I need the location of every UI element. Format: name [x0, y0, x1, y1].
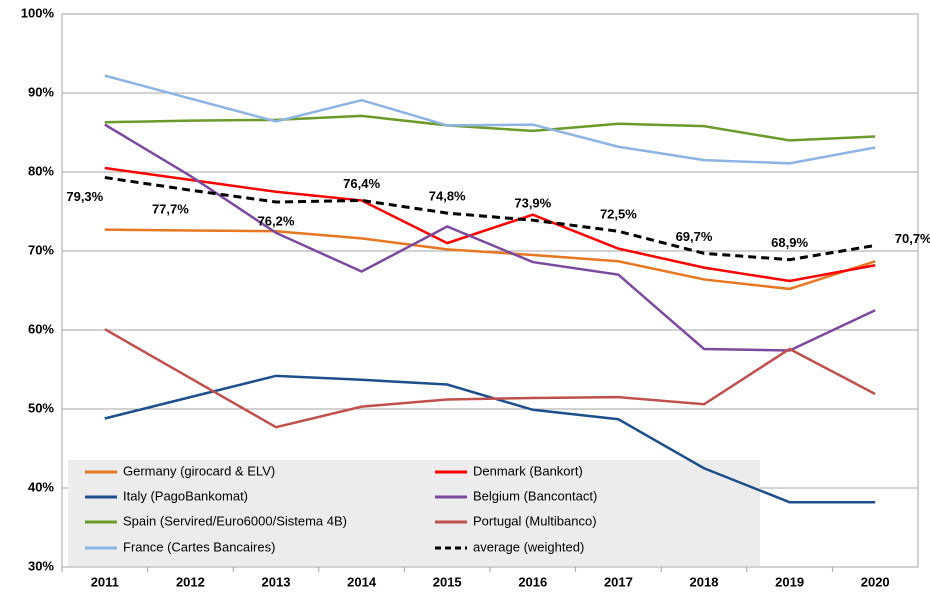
y-tick-label: 60% — [28, 321, 54, 336]
legend-label: Spain (Servired/Euro6000/Sistema 4B) — [123, 513, 347, 528]
series-line — [104, 123, 876, 352]
data-label: 69,7% — [676, 229, 713, 244]
series-line — [104, 74, 876, 165]
series-line — [104, 328, 876, 429]
legend-label: average (weighted) — [473, 539, 584, 554]
x-tick-label: 2015 — [433, 574, 462, 589]
legend-label: Italy (PagoBankomat) — [123, 488, 248, 503]
series-line — [104, 228, 876, 291]
data-label: 73,9% — [514, 196, 551, 211]
y-tick-label: 30% — [28, 558, 54, 573]
data-label: 76,2% — [258, 213, 295, 228]
series-line — [104, 114, 876, 142]
legend-box — [68, 460, 760, 566]
data-label: 70,7% — [895, 231, 930, 246]
series-line — [104, 166, 876, 283]
legend-label: Germany (girocard & ELV) — [123, 463, 275, 478]
y-tick-label: 50% — [28, 400, 54, 415]
data-label: 76,4% — [343, 176, 380, 191]
data-label: 74,8% — [429, 189, 466, 204]
data-label: 77,7% — [152, 202, 189, 217]
x-tick-label: 2013 — [262, 574, 291, 589]
data-label: 72,5% — [600, 207, 637, 222]
legend-label: Belgium (Bancontact) — [473, 488, 597, 503]
x-tick-label: 2017 — [604, 574, 633, 589]
legend-label: Denmark (Bankort) — [473, 463, 583, 478]
x-tick-label: 2011 — [91, 574, 119, 589]
x-tick-label: 2020 — [861, 574, 890, 589]
y-tick-label: 70% — [28, 242, 54, 257]
y-tick-label: 90% — [28, 84, 54, 99]
legend-label: Portugal (Multibanco) — [473, 513, 597, 528]
x-tick-label: 2014 — [347, 574, 377, 589]
series-line — [104, 176, 876, 262]
y-tick-label: 100% — [21, 5, 55, 20]
series-line — [104, 374, 876, 504]
y-tick-label: 40% — [28, 479, 54, 494]
y-tick-label: 80% — [28, 163, 54, 178]
data-label: 68,9% — [771, 235, 808, 250]
x-tick-label: 2012 — [176, 574, 205, 589]
x-tick-label: 2019 — [775, 574, 804, 589]
data-label: 79,3% — [66, 189, 103, 204]
legend-label: France (Cartes Bancaires) — [123, 539, 275, 554]
x-tick-label: 2018 — [690, 574, 719, 589]
x-tick-label: 2016 — [518, 574, 547, 589]
